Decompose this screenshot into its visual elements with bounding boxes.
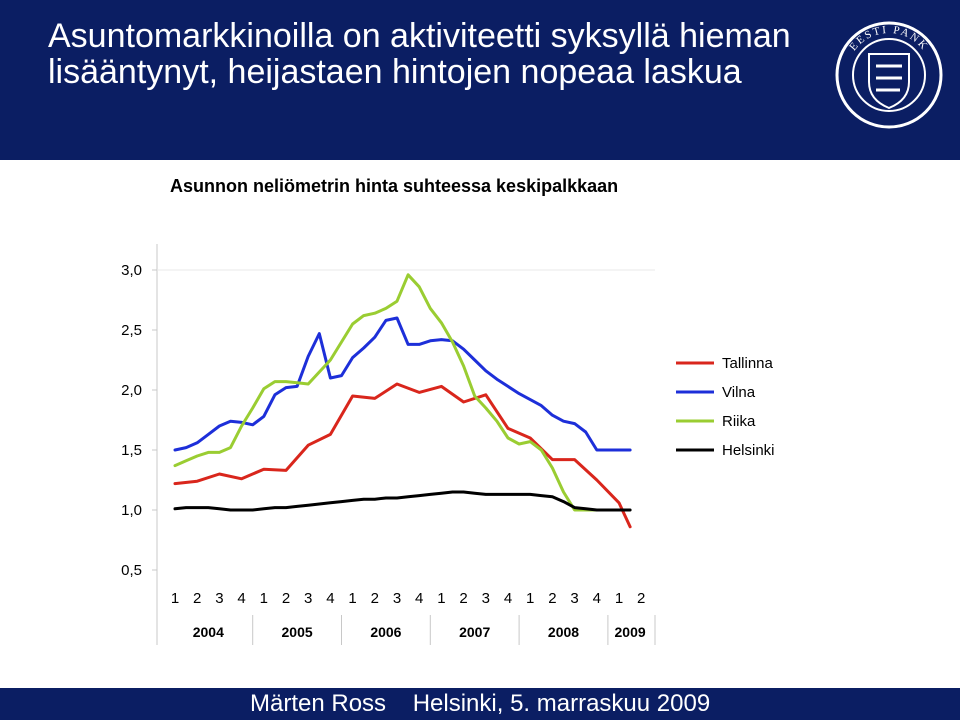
x-quarter-label: 3: [482, 590, 490, 607]
chart-title: Asunnon neliömetrin hinta suhteessa kesk…: [170, 176, 619, 196]
series-line-helsinki: [173, 490, 632, 512]
x-quarter-label: 1: [348, 590, 356, 607]
x-quarter-label: 2: [637, 590, 645, 607]
x-quarter-label: 2: [282, 590, 290, 607]
x-quarter-label: 3: [215, 590, 223, 607]
x-quarter-label: 2: [548, 590, 556, 607]
x-quarter-label: 1: [260, 590, 268, 607]
x-quarter-label: 4: [326, 590, 334, 607]
x-quarter-label: 2: [193, 590, 201, 607]
line-chart: 3,0 2,5 2,0 1,5 1,0 0,5 1 2 3 4 1 2 3 4 1 2 3 4 1 2 3 4 1 2 3 4 1 2…: [0, 200, 960, 660]
legend-label: Helsinki: [722, 442, 775, 459]
series-line-vilna: [173, 316, 632, 452]
x-quarter-label: 3: [570, 590, 578, 607]
x-quarter-label: 4: [593, 590, 601, 607]
chart-svg: 3,02,52,01,51,00,51 2 3 4 1 2 3 4 1 2 3 4 1 2 3 4 1 2 3 4 1 2…: [121, 244, 775, 645]
y-tick-label: 1,0: [121, 502, 142, 519]
x-year-label: 2005: [282, 624, 313, 640]
series-line-tallinna: [173, 382, 632, 529]
x-year-label: 2008: [548, 624, 579, 640]
series-line-riika: [173, 273, 621, 512]
x-quarter-label: 1: [171, 590, 179, 607]
x-quarter-label: 2: [459, 590, 467, 607]
y-tick-label: 1,5: [121, 442, 142, 459]
x-quarter-label: 1: [526, 590, 534, 607]
x-quarter-label: 3: [393, 590, 401, 607]
x-quarter-label: 1: [615, 590, 623, 607]
x-quarter-label: 4: [415, 590, 423, 607]
y-tick-label: 3,0: [121, 262, 142, 279]
x-quarter-label: 4: [237, 590, 245, 607]
footer-text: Märten Ross Helsinki, 5. marraskuu 2009: [250, 690, 711, 717]
x-year-label: 2004: [193, 624, 224, 640]
slide-header: Asuntomarkkinoilla on aktiviteetti syksy…: [0, 0, 960, 160]
x-quarter-label: 1: [437, 590, 445, 607]
eesti-pank-logo: EESTI PANK: [835, 21, 943, 129]
slide-title: Asuntomarkkinoilla on aktiviteetti syksy…: [48, 17, 791, 91]
x-quarter-label: 2: [371, 590, 379, 607]
y-tick-label: 2,0: [121, 382, 142, 399]
legend-label: Tallinna: [722, 355, 774, 372]
x-quarter-label: 4: [504, 590, 512, 607]
x-year-label: 2009: [615, 624, 646, 640]
y-tick-label: 0,5: [121, 562, 142, 579]
slide-footer: Märten Ross Helsinki, 5. marraskuu 2009: [0, 688, 960, 720]
legend-label: Riika: [722, 413, 756, 430]
legend-label: Vilna: [722, 384, 756, 401]
x-year-label: 2007: [459, 624, 490, 640]
x-quarter-label: 3: [304, 590, 312, 607]
y-tick-label: 2,5: [121, 322, 142, 339]
x-year-label: 2006: [370, 624, 401, 640]
